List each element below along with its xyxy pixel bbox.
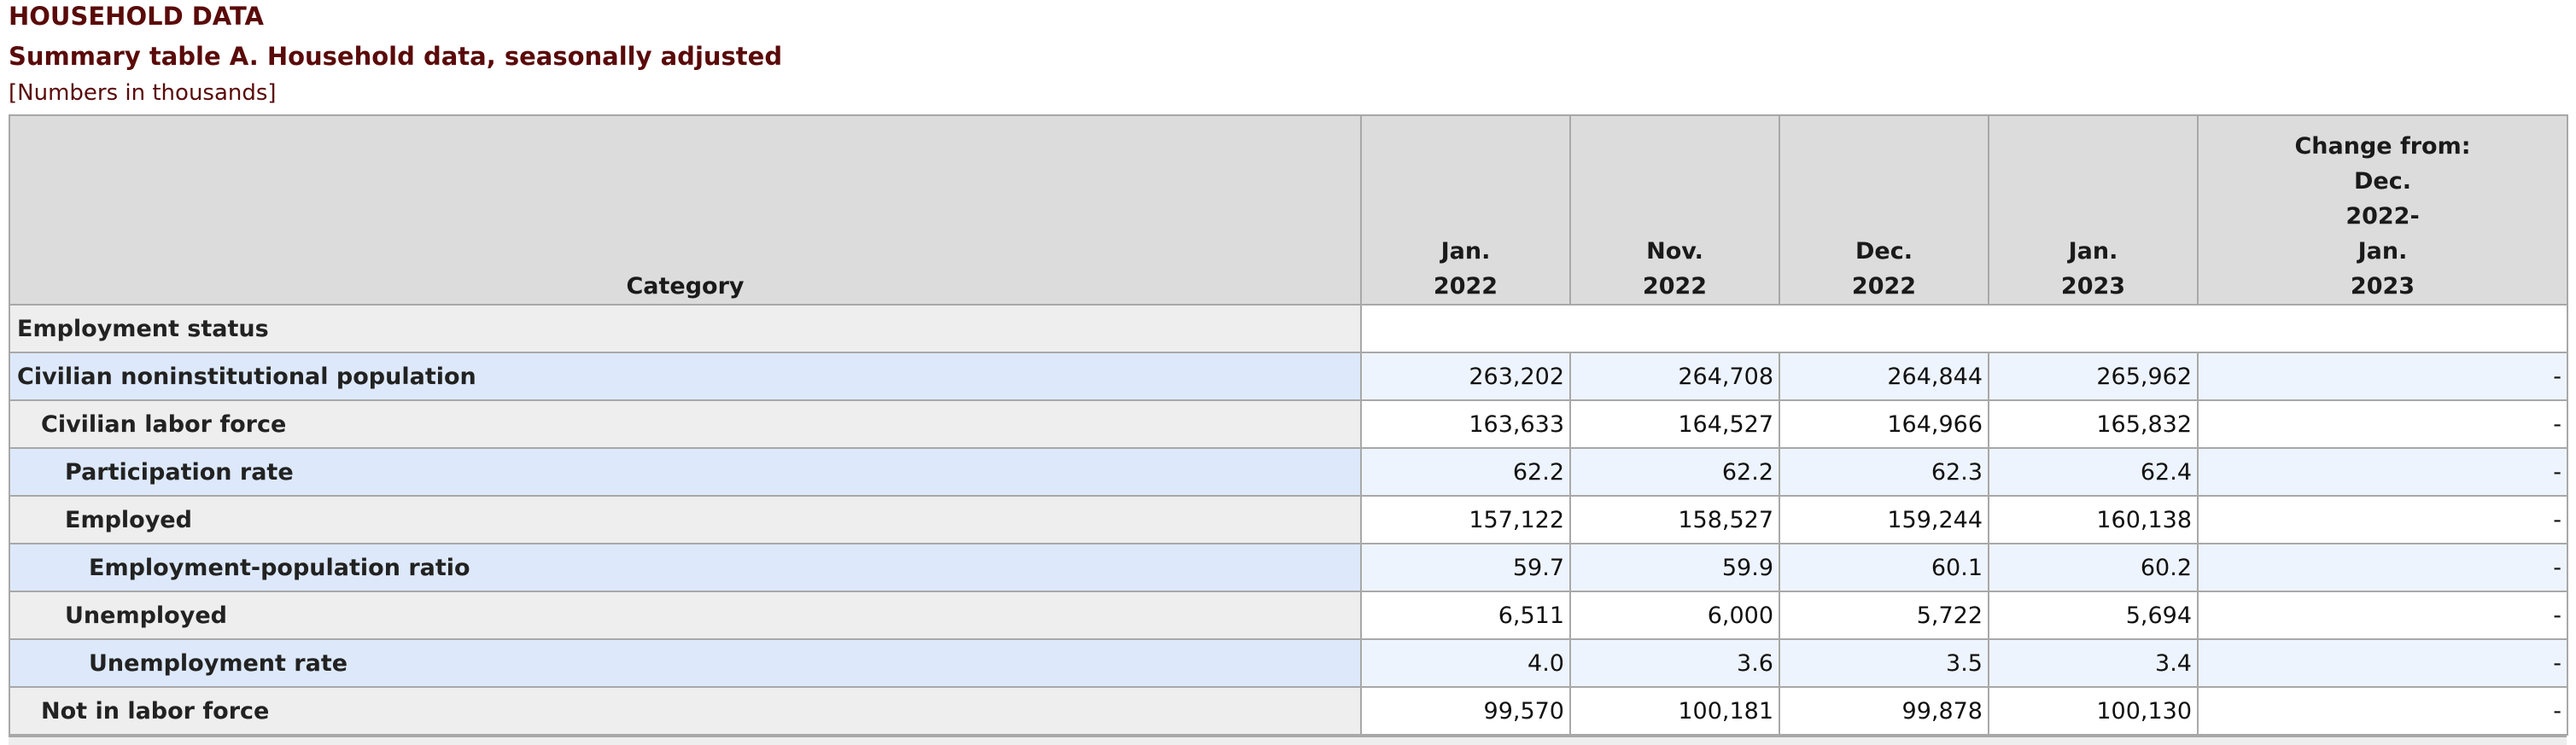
table-cell: 264,844	[1779, 352, 1989, 401]
table-row: Employed 157,122 158,527 159,244 160,138…	[9, 495, 2568, 544]
row-label: Civilian noninstitutional population	[9, 352, 1362, 401]
section-row: Employment status	[9, 304, 2568, 353]
table-cell: 165,832	[1988, 399, 2199, 449]
column-header-jan-2022: Jan. 2022	[1360, 114, 1571, 306]
table-cell: -	[2197, 399, 2568, 449]
table-row: Not in labor force 99,570 100,181 99,878…	[9, 686, 2568, 736]
table-cell: -	[2197, 638, 2568, 688]
table-cell: -	[2197, 352, 2568, 401]
table-row: Unemployed 6,511 6,000 5,722 5,694 -	[9, 591, 2568, 640]
table-title: Summary table A. Household data, seasona…	[9, 42, 783, 71]
column-header-line: 2022	[1642, 273, 1708, 300]
table-cell: 3.5	[1779, 638, 1989, 688]
table-cell: 160,138	[1988, 495, 2199, 544]
section-spacer	[1360, 304, 2568, 353]
table-cell: 62.4	[1988, 447, 2199, 497]
table-cell: 3.6	[1569, 638, 1780, 688]
table-cell: 100,181	[1569, 686, 1780, 736]
table-cell: 99,878	[1779, 686, 1989, 736]
page: HOUSEHOLD DATA Summary table A. Househol…	[9, 0, 2568, 736]
column-header-line: Nov.	[1646, 238, 1703, 265]
table-cell: 158,527	[1569, 495, 1780, 544]
column-header-line: Dec.	[1855, 238, 1913, 265]
table-cell: 4.0	[1360, 638, 1571, 688]
table-cell: 62.2	[1360, 447, 1571, 497]
table-cell: 5,694	[1988, 591, 2199, 640]
next-row-edge	[9, 736, 2567, 745]
table-cell: 5,722	[1779, 591, 1989, 640]
column-header-line: 2022	[1433, 273, 1498, 300]
table-cell: 59.9	[1569, 543, 1780, 592]
row-label: Employed	[9, 495, 1362, 544]
table-cell: 99,570	[1360, 686, 1571, 736]
table-cell: 159,244	[1779, 495, 1989, 544]
table-cell: 6,511	[1360, 591, 1571, 640]
table-cell: 263,202	[1360, 352, 1571, 401]
document-title: HOUSEHOLD DATA	[9, 2, 264, 31]
column-header-line: 2023	[2060, 273, 2126, 300]
table-cell: -	[2197, 543, 2568, 592]
table-row: Participation rate 62.2 62.2 62.3 62.4 -	[9, 447, 2568, 497]
column-header-line: Jan.	[2068, 238, 2118, 265]
row-label: Not in labor force	[9, 686, 1362, 736]
column-header-dec-2022: Dec. 2022	[1779, 114, 1989, 306]
table-cell: -	[2197, 495, 2568, 544]
table-cell: 264,708	[1569, 352, 1780, 401]
column-header-label: Category	[626, 273, 745, 300]
table-row: Unemployment rate 4.0 3.6 3.5 3.4 -	[9, 638, 2568, 688]
table-cell: 62.2	[1569, 447, 1780, 497]
table-cell: 163,633	[1360, 399, 1571, 449]
table-cell: 6,000	[1569, 591, 1780, 640]
column-header-line: Change from:	[2294, 133, 2471, 160]
column-header-category: Category	[9, 114, 1362, 306]
row-label: Participation rate	[9, 447, 1362, 497]
table-header-row: Category Jan. 2022 Nov. 2022 De	[9, 114, 2568, 306]
table-cell: 3.4	[1988, 638, 2199, 688]
column-header-line: 2022	[1851, 273, 1917, 300]
column-header-nov-2022: Nov. 2022	[1569, 114, 1780, 306]
row-label: Unemployed	[9, 591, 1362, 640]
row-label: Employment-population ratio	[9, 543, 1362, 592]
table-cell: 100,130	[1988, 686, 2199, 736]
household-data-table: Category Jan. 2022 Nov. 2022 De	[9, 114, 2568, 736]
table-cell: 59.7	[1360, 543, 1571, 592]
column-header-line: 2022-	[2345, 203, 2420, 230]
table-cell: 62.3	[1779, 447, 1989, 497]
table-cell: 265,962	[1988, 352, 2199, 401]
table-cell: 164,966	[1779, 399, 1989, 449]
table-cell: 164,527	[1569, 399, 1780, 449]
column-header-line: 2023	[2350, 273, 2415, 300]
row-label: Civilian labor force	[9, 399, 1362, 449]
column-header-line: Jan.	[2357, 238, 2408, 265]
column-header-line: Jan.	[1440, 238, 1491, 265]
units-note: [Numbers in thousands]	[9, 80, 277, 106]
table-cell: -	[2197, 447, 2568, 497]
table-cell: 157,122	[1360, 495, 1571, 544]
column-header-line: Dec.	[2354, 168, 2411, 195]
table-cell: -	[2197, 686, 2568, 736]
table-row: Employment-population ratio 59.7 59.9 60…	[9, 543, 2568, 592]
table-cell: 60.1	[1779, 543, 1989, 592]
column-header-jan-2023: Jan. 2023	[1988, 114, 2199, 306]
table-row: Civilian labor force 163,633 164,527 164…	[9, 399, 2568, 449]
table-cell: 60.2	[1988, 543, 2199, 592]
table-row: Civilian noninstitutional population 263…	[9, 352, 2568, 401]
table-cell: -	[2197, 591, 2568, 640]
row-label: Unemployment rate	[9, 638, 1362, 688]
section-label: Employment status	[9, 304, 1362, 353]
column-header-change: Change from: Dec. 2022- Jan. 2023	[2197, 114, 2568, 306]
